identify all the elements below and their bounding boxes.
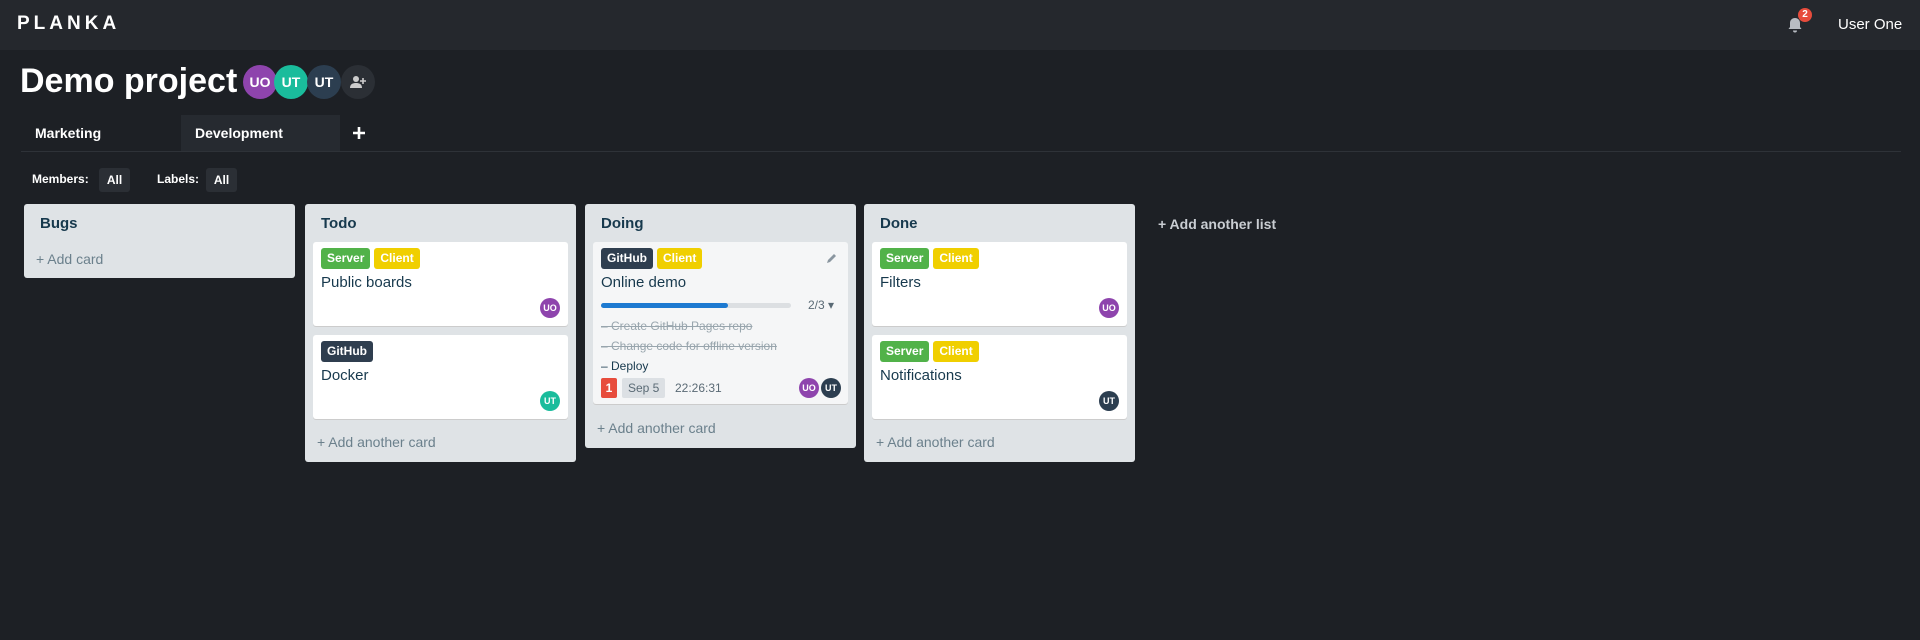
add-list-label: Add another list [1169,216,1277,232]
card-title: Filters [880,274,921,291]
bell-icon[interactable] [1786,16,1804,34]
task-progress-fill [601,303,728,308]
add-card-label: Add another card [887,434,995,450]
pencil-icon[interactable] [826,252,838,264]
project-member-avatar[interactable]: UO [243,65,277,99]
planka-logo[interactable]: PLANKA [17,13,121,34]
card-member-avatar: UT [1099,391,1119,411]
add-card-label: Add card [47,251,104,267]
plus-icon: + [597,420,609,436]
project-member-avatar[interactable]: UT [307,65,341,99]
add-card-button[interactable]: + Add another card [597,420,716,436]
label-client: Client [374,248,420,269]
tabs-divider [21,151,1901,152]
card-title: Docker [321,367,369,384]
add-member-button[interactable] [341,65,375,99]
labels-filter-label: Labels: [157,172,200,186]
label-server: Server [880,341,930,362]
card-online-demo[interactable]: GitHub Client Online demo 2/3 ▾ – Create … [593,242,848,404]
task-count: 2/3 [808,298,825,312]
label-server: Server [880,248,930,269]
list-todo: Todo Server Client Public boards UO GitHu… [305,204,576,462]
task-progress-bar [601,303,791,308]
task-text: Create GitHub Pages repo [611,319,753,333]
label-github: GitHub [321,341,373,362]
tab-development[interactable]: Development [181,115,340,151]
add-card-label: Add another card [608,420,716,436]
task-item[interactable]: – Change code for offline version [601,339,777,353]
list-title[interactable]: Todo [321,215,357,232]
add-card-button[interactable]: + Add another card [876,434,995,450]
add-list-button[interactable]: + Add another list [1158,216,1276,232]
task-toggle[interactable]: 2/3 ▾ [808,298,834,312]
card-notifications[interactable]: Server Client Notifications UT [872,335,1127,419]
card-filters[interactable]: Server Client Filters UO [872,242,1127,326]
add-board-plus-icon[interactable] [352,126,366,140]
plus-icon: + [36,251,48,267]
timer[interactable]: 22:26:31 [675,381,722,395]
card-member-avatar: UT [540,391,560,411]
project-member-avatar[interactable]: UT [274,65,308,99]
task-text: Change code for offline version [611,339,777,353]
card-public-boards[interactable]: Server Client Public boards UO [313,242,568,326]
card-title: Public boards [321,274,412,291]
card-title: Notifications [880,367,962,384]
label-github: GitHub [601,248,653,269]
card-docker[interactable]: GitHub Docker UT [313,335,568,419]
label-client: Client [933,248,979,269]
label-server: Server [321,248,371,269]
task-text: Deploy [611,359,649,373]
list-bugs: Bugs + Add card [24,204,295,278]
label-client: Client [933,341,979,362]
members-filter-label: Members: [32,172,89,186]
list-done: Done Server Client Filters UO Server Clien… [864,204,1135,462]
add-card-label: Add another card [328,434,436,450]
add-card-button[interactable]: + Add another card [317,434,436,450]
plus-icon: + [876,434,888,450]
list-doing: Doing GitHub Client Online demo 2/3 ▾ – C… [585,204,856,448]
list-title[interactable]: Bugs [40,215,78,232]
user-plus-icon [350,76,366,88]
members-filter-button[interactable]: All [99,168,130,192]
tab-marketing[interactable]: Marketing [35,125,102,141]
notification-count-badge: 1 [601,378,617,398]
plus-icon: + [317,434,329,450]
card-member-avatar: UO [1099,298,1119,318]
card-member-avatar: UT [821,378,841,398]
caret-down-icon: ▾ [828,298,835,312]
due-date-badge[interactable]: Sep 5 [622,378,666,398]
task-item[interactable]: – Deploy [601,359,649,373]
plus-icon: + [1158,216,1170,232]
user-menu[interactable]: User One [1838,16,1903,33]
task-item[interactable]: – Create GitHub Pages repo [601,319,753,333]
list-title[interactable]: Done [880,215,918,232]
notification-badge: 2 [1798,8,1812,22]
card-member-avatar: UO [540,298,560,318]
card-title: Online demo [601,274,687,291]
project-title: Demo project [20,62,238,100]
list-title[interactable]: Doing [601,215,644,232]
labels-filter-button[interactable]: All [206,168,237,192]
label-client: Client [657,248,703,269]
top-bar: PLANKA 2 User One [0,0,1920,50]
add-card-button[interactable]: + Add card [36,251,103,267]
card-member-avatar: UO [799,378,819,398]
